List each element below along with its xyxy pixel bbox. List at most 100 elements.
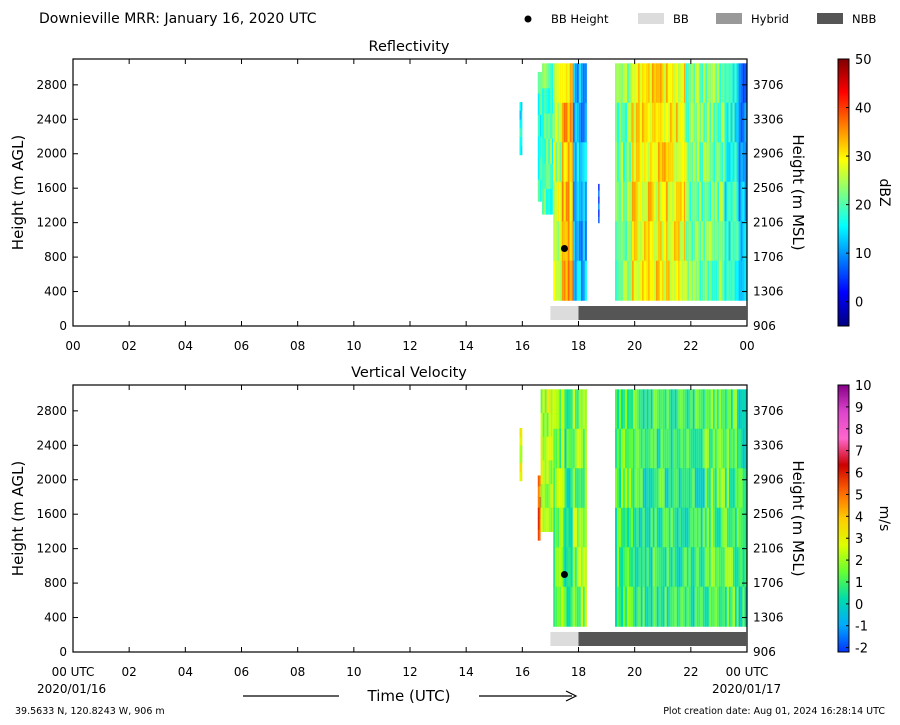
echo-strip [714, 468, 717, 509]
echo-strip [677, 260, 680, 301]
echo-strip [705, 181, 708, 222]
echo-strip [629, 389, 632, 430]
echo-strip [655, 181, 658, 222]
legend-hybrid-label: Hybrid [751, 12, 789, 26]
echo-strip [623, 63, 626, 104]
echo-strip [631, 468, 634, 509]
echo-strip [564, 428, 567, 469]
echo-strip [634, 507, 637, 548]
echo-strip [736, 468, 739, 509]
echo-strip [645, 63, 648, 104]
echo-strip [730, 221, 733, 262]
echo-strip [686, 507, 689, 548]
echo-strip [715, 181, 718, 222]
echo-strip [730, 142, 733, 183]
echo-strip [647, 142, 650, 183]
echo-strip [736, 142, 739, 183]
echo-strip [718, 547, 721, 588]
reflectivity-echo-columns [519, 63, 747, 301]
echo-strip [715, 63, 718, 104]
echo-strip [699, 102, 702, 143]
echo-strip [625, 260, 628, 301]
echo-strip [561, 547, 564, 588]
echo-strip [706, 428, 709, 469]
echo-strip [621, 142, 624, 183]
echo-strip [732, 142, 735, 183]
echo-strip [621, 102, 624, 143]
echo-strip [693, 181, 696, 222]
echo-strip [669, 63, 672, 104]
echo-strip [640, 468, 643, 509]
echo-strip [631, 63, 632, 104]
echo-strip [687, 221, 690, 262]
echo-strip [576, 547, 579, 588]
echo-strip [668, 389, 671, 430]
echo-strip [726, 221, 729, 262]
echo-strip [564, 389, 567, 430]
echo-strip [721, 181, 724, 222]
echo-strip [712, 586, 715, 627]
echo-strip [564, 586, 567, 627]
legend-bb-height-label: BB Height [551, 12, 609, 26]
echo-strip [711, 221, 714, 262]
echo-strip [738, 63, 741, 104]
echo-strip [642, 507, 645, 548]
echo-strip [662, 507, 665, 548]
echo-strip [679, 221, 682, 262]
echo-strip [693, 260, 696, 301]
echo-strip [686, 547, 689, 588]
header-legend: BB Height BB Hybrid NBB [524, 12, 876, 26]
echo-strip [637, 260, 640, 301]
echo-strip [696, 586, 699, 627]
echo-strip [709, 181, 712, 222]
echo-strip [582, 102, 585, 143]
echo-strip [629, 428, 632, 469]
echo-strip [722, 468, 725, 509]
echo-strip [519, 471, 522, 482]
echo-strip [550, 412, 553, 438]
x-tick-label: 00 UTC [726, 665, 769, 679]
echo-strip [557, 428, 560, 469]
x-tick-label: 08 [290, 339, 305, 353]
echo-strip [684, 547, 687, 588]
echo-strip [639, 63, 642, 104]
echo-strip [714, 428, 717, 469]
echo-strip [677, 181, 680, 222]
echo-strip [639, 260, 642, 301]
echo-strip [706, 586, 709, 627]
echo-strip [736, 428, 739, 469]
echo-column [541, 63, 554, 215]
y2-tick-label: 2106 [753, 216, 784, 230]
colorbar-tick-label: 1 [855, 576, 863, 591]
echo-strip [728, 63, 731, 104]
echo-strip [663, 181, 666, 222]
echo-strip [578, 586, 581, 627]
echo-strip [703, 102, 706, 143]
echo-strip [704, 428, 707, 469]
echo-strip [701, 63, 704, 104]
echo-strip [559, 507, 562, 548]
echo-strip [553, 547, 556, 588]
time-axis-arrow [243, 690, 578, 702]
x-tick-label: 20 [627, 339, 642, 353]
echo-strip [714, 547, 717, 588]
echo-strip [692, 547, 695, 588]
y-tick-label: 2800 [36, 404, 67, 418]
echo-strip [732, 102, 735, 143]
echo-strip [553, 586, 556, 627]
echo-strip [519, 445, 522, 455]
echo-strip [574, 260, 577, 301]
bb-type-segment-nbb [578, 306, 747, 320]
echo-strip [553, 389, 556, 430]
echo-strip [549, 163, 552, 190]
echo-strip [647, 260, 650, 301]
echo-strip [672, 586, 675, 627]
echo-strip [521, 463, 523, 473]
echo-strip [730, 428, 733, 469]
echo-strip [657, 221, 660, 262]
echo-strip [649, 102, 652, 143]
echo-strip [633, 389, 635, 430]
echo-strip [547, 163, 550, 190]
echo-strip [666, 389, 669, 430]
echo-strip [548, 484, 551, 509]
